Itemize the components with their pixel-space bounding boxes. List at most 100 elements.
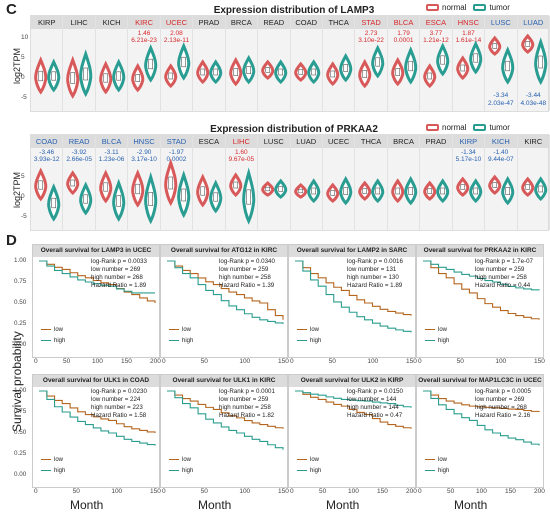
violin-pair bbox=[293, 59, 320, 85]
normal-legend-label: normal bbox=[442, 123, 467, 132]
x-tick-label: 50 bbox=[319, 488, 327, 495]
tumor-box bbox=[116, 195, 121, 207]
cancer-label: KICH bbox=[485, 135, 517, 148]
violin-pair bbox=[228, 167, 255, 225]
high-legend: high bbox=[425, 338, 449, 344]
cancer-label: STAD bbox=[160, 135, 193, 148]
tumor-box bbox=[537, 185, 543, 193]
cancer-label: KIRP bbox=[31, 16, 63, 29]
high-legend-label: high bbox=[54, 338, 66, 344]
stat-line: log-Rank p = 0.0016 bbox=[347, 258, 403, 265]
x-tick-label: 0 bbox=[34, 358, 38, 365]
violin-pair bbox=[163, 158, 190, 219]
high-legend-label: high bbox=[438, 468, 450, 474]
y-tick-label: 0 bbox=[21, 193, 25, 200]
tumor-box bbox=[51, 71, 57, 81]
low-legend-label: low bbox=[438, 327, 448, 333]
km-y-tick: 0.25 bbox=[14, 320, 27, 327]
normal-box bbox=[427, 188, 433, 194]
km-curves bbox=[423, 390, 540, 446]
cancer-cell: BLCA 1.79 0.0001 bbox=[387, 16, 421, 111]
stat-line: Hazard Ratio = 0.47 bbox=[347, 412, 403, 419]
survival-plot: Overall survival for ATG12 in KIRC log-Ra… bbox=[160, 244, 288, 358]
x-tick-label: 100 bbox=[495, 358, 507, 365]
fold-change-value: -3.11 bbox=[104, 149, 119, 156]
cancer-label: BLCA bbox=[387, 16, 420, 29]
km-y-tick: 1.00 bbox=[14, 257, 27, 264]
tumor-box bbox=[181, 56, 186, 68]
km-legend: low high bbox=[41, 457, 65, 474]
stat-line: high number = 130 bbox=[347, 274, 399, 281]
violin-pair bbox=[391, 46, 418, 87]
normal-box bbox=[70, 72, 76, 84]
low-legend-label: low bbox=[182, 327, 192, 333]
cancer-label: THCA bbox=[355, 135, 387, 148]
survival-plot: Overall survival for ULK1 in KIRC log-Ran… bbox=[160, 374, 288, 488]
cancer-label: PRAD bbox=[420, 135, 452, 148]
km-legend: low high bbox=[425, 327, 449, 344]
cancer-cell: KICH -1.40 9.44e-07 bbox=[485, 135, 518, 230]
violin-pair bbox=[163, 42, 190, 89]
p-value: 2.03e-47 bbox=[488, 100, 514, 107]
survival-stats: log-Rank p = 0.0005 low number = 269 high … bbox=[475, 388, 531, 420]
stat-line: high number = 144 bbox=[347, 404, 399, 411]
violin-pair bbox=[488, 174, 515, 206]
normal-box bbox=[330, 70, 335, 78]
survival-title: Overall survival for MAP1LC3C in UCEC bbox=[417, 375, 543, 387]
normal-box bbox=[492, 182, 498, 188]
fold-change-value: 1.46 bbox=[137, 30, 151, 37]
x-tick-label: 150 bbox=[534, 358, 545, 365]
high-legend-label: high bbox=[438, 338, 450, 344]
violin-pair bbox=[99, 169, 126, 222]
cancer-cell: LIHC bbox=[63, 16, 96, 111]
violin-pair bbox=[34, 56, 61, 95]
high-legend-label: high bbox=[310, 468, 322, 474]
low-curve bbox=[423, 260, 540, 320]
stat-line: low number = 269 bbox=[475, 396, 525, 403]
month-label-3: Month bbox=[326, 498, 360, 512]
low-legend: low bbox=[425, 327, 449, 333]
km-curves bbox=[167, 260, 284, 324]
stat-line: low number = 224 bbox=[91, 396, 141, 403]
survival-plot: Overall survival for PRKAA2 in KIRC log-R… bbox=[416, 244, 544, 358]
low-legend: low bbox=[425, 457, 449, 463]
cancer-cell: KIRP bbox=[31, 16, 64, 111]
panel-d-label: D bbox=[6, 232, 17, 249]
y-tick-label: 10 bbox=[21, 34, 29, 41]
stat-line: low number = 259 bbox=[219, 266, 269, 273]
high-legend-label: high bbox=[182, 338, 194, 344]
km-y-tick: 0.25 bbox=[14, 450, 27, 457]
high-curve bbox=[423, 260, 540, 291]
low-curve bbox=[423, 390, 540, 412]
high-legend-label: high bbox=[54, 468, 66, 474]
normal-box bbox=[265, 186, 271, 192]
fold-change-value: -2.90 bbox=[136, 149, 152, 156]
x-tick-label: 150 bbox=[406, 358, 417, 365]
tumor-box bbox=[408, 187, 413, 195]
low-legend-label: low bbox=[182, 457, 192, 463]
cancer-label: LUSC bbox=[485, 16, 517, 29]
high-legend: high bbox=[297, 468, 321, 474]
p-value: 1.21e-12 bbox=[423, 37, 449, 44]
stat-line: low number = 144 bbox=[347, 396, 397, 403]
cancer-cell: THCA bbox=[355, 135, 388, 230]
y-tick-label: 0 bbox=[21, 74, 25, 81]
violin-pair bbox=[196, 173, 223, 214]
cancer-cell: ESCA bbox=[193, 135, 226, 230]
tumor-box bbox=[213, 68, 219, 76]
cancer-label: UCEC bbox=[322, 135, 355, 148]
km-y-tick: 0.00 bbox=[14, 471, 27, 478]
tumor-box bbox=[83, 67, 89, 81]
high-curve bbox=[423, 390, 540, 446]
normal-box bbox=[38, 180, 44, 190]
x-tick-label: 0 bbox=[418, 358, 422, 365]
low-curve bbox=[295, 260, 412, 316]
p-value: 2.66e-05 bbox=[66, 156, 92, 163]
stat-line: high number = 258 bbox=[475, 274, 527, 281]
fold-change-value: 3.77 bbox=[429, 30, 443, 37]
violin-pair bbox=[326, 52, 353, 87]
fold-change-value: 1.79 bbox=[397, 30, 410, 37]
tumor-box bbox=[181, 188, 186, 202]
stat-line: log-Rank p = 0.0230 bbox=[91, 388, 147, 395]
